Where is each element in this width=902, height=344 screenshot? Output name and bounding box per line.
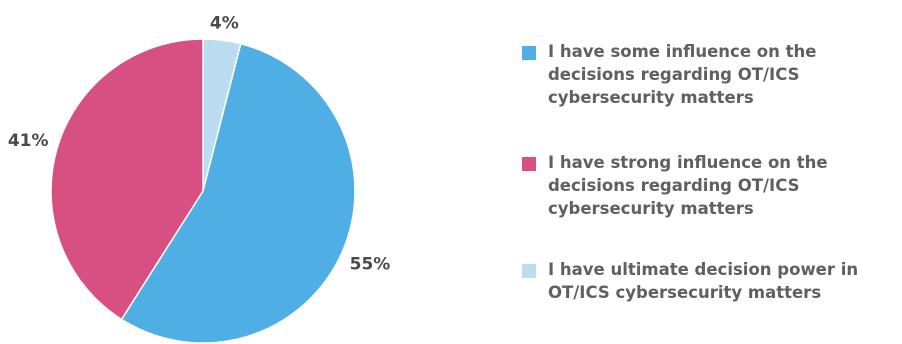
pie-labels: 4% 55% 41% <box>8 13 391 274</box>
legend-item-strong-influence: I have strong influence on the decisions… <box>522 151 893 220</box>
legend-swatch-ultimate-decision <box>522 264 536 278</box>
legend-label-strong-influence: I have strong influence on the decisions… <box>548 153 828 218</box>
legend-swatch-some-influence <box>522 46 536 60</box>
legend-label-some-influence: I have some influence on the decisions r… <box>548 42 817 107</box>
pie-data-label-2: 41% <box>8 131 49 151</box>
pie-slice-2 <box>50 38 204 321</box>
legend-item-some-influence: I have some influence on the decisions r… <box>522 40 893 109</box>
pie-chart: 4% 55% 41% <box>8 13 391 344</box>
pie-data-label-1: 55% <box>350 254 391 274</box>
legend-item-ultimate-decision: I have ultimate decision power in OT/ICS… <box>522 258 893 304</box>
pie-slice-1 <box>120 42 356 344</box>
legend-label-ultimate-decision: I have ultimate decision power in OT/ICS… <box>548 260 859 302</box>
pie-slices <box>50 38 356 344</box>
legend-swatch-strong-influence <box>522 157 536 171</box>
pie-data-label-0: 4% <box>210 13 239 33</box>
